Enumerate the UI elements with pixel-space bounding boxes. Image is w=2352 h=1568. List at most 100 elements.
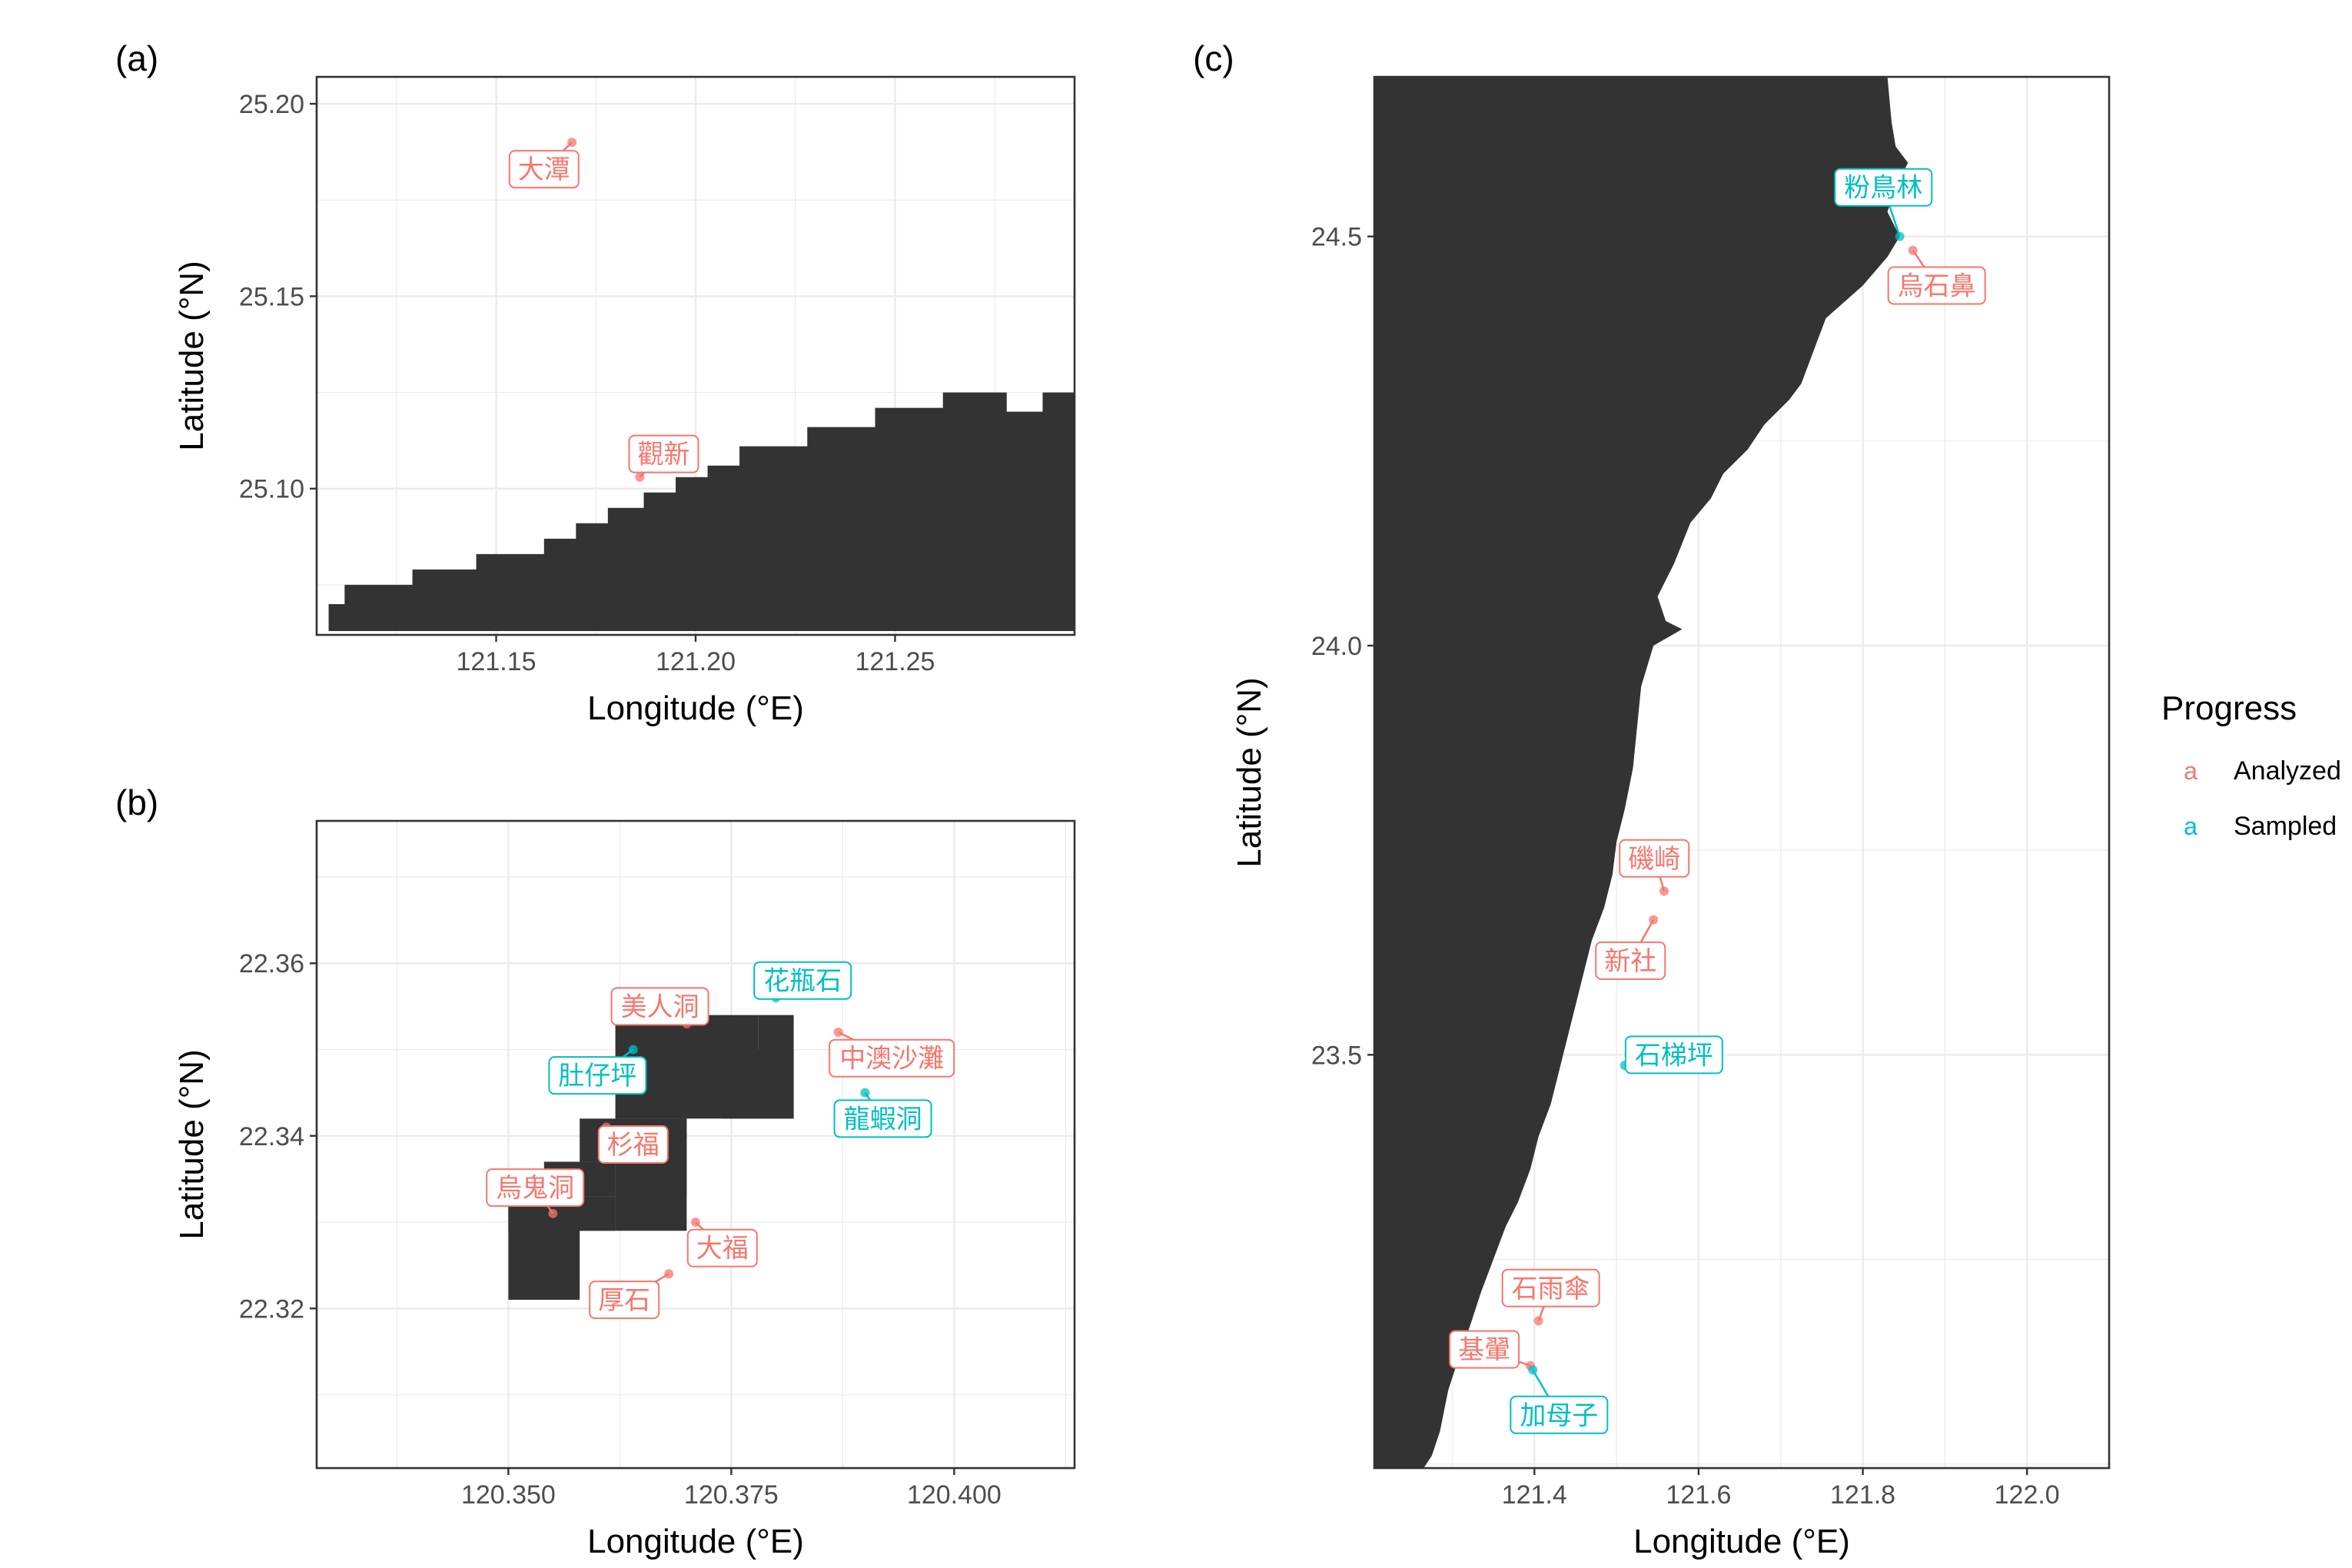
site-point [1533, 1316, 1543, 1326]
site-label-text: 粉鳥林 [1844, 173, 1922, 204]
site-point [1659, 886, 1669, 896]
y-tick-label: 22.32 [239, 1294, 304, 1324]
site-label: 觀新 [628, 434, 699, 473]
site-label-box [548, 1056, 647, 1095]
land-cell [758, 1015, 794, 1119]
gridlines [317, 821, 1075, 1468]
site-label-text: 厚石 [598, 1285, 650, 1316]
legend-key: a [2184, 812, 2198, 840]
land [1374, 77, 1909, 1468]
site-label: 石梯坪 [1624, 1035, 1723, 1075]
site-label-text: 大福 [696, 1234, 749, 1264]
site-label-box [597, 1125, 669, 1164]
y-tick-label: 24.0 [1311, 632, 1362, 661]
legend: Progress a Analyzed a Sampled [2161, 689, 2341, 841]
site-label: 厚石 [589, 1281, 660, 1320]
plot-background [317, 821, 1075, 1468]
x-axis-title: Longitude (°E) [587, 689, 804, 727]
ticks: 121.15 121.20 121.25 25.10 25.15 25.20 [239, 90, 935, 676]
site-label-text: 石梯坪 [1635, 1040, 1713, 1071]
site-label: 粉鳥林 [1834, 168, 1933, 207]
site-label: 加母子 [1510, 1395, 1609, 1434]
site-point [1528, 1365, 1538, 1375]
site-point [628, 1045, 638, 1055]
site-label-box [610, 987, 709, 1026]
site-label: 中澳沙灘 [829, 1038, 955, 1078]
site-label-box [753, 961, 852, 1000]
site-label: 磯崎 [1619, 839, 1690, 878]
site-point [1649, 915, 1659, 925]
site-label-box [686, 1228, 758, 1267]
y-tick-label: 23.5 [1311, 1041, 1362, 1070]
site-label: 花瓶石 [753, 961, 852, 1000]
site-point [635, 472, 645, 482]
land-cell [580, 1196, 616, 1231]
site-label-text: 基翬 [1458, 1335, 1510, 1366]
x-tick-label: 121.4 [1502, 1480, 1567, 1510]
site-label-box [589, 1281, 660, 1320]
site-point [860, 1088, 870, 1098]
site-label-box [1624, 1035, 1723, 1075]
x-tick-label: 122.0 [1995, 1480, 2060, 1510]
x-tick-label: 121.20 [656, 647, 736, 676]
panel-label: (a) [115, 38, 158, 78]
land-polygon [328, 392, 1075, 631]
site-label-box [1501, 1268, 1600, 1307]
x-tick-label: 121.6 [1666, 1480, 1731, 1510]
x-tick-label: 120.375 [684, 1480, 779, 1510]
y-tick-label: 25.15 [239, 282, 304, 311]
site-label: 美人洞 [610, 987, 709, 1026]
site-label: 烏鬼洞 [486, 1168, 585, 1208]
x-tick-label: 121.15 [457, 647, 537, 676]
site-label: 大潭 [508, 150, 580, 189]
y-axis-title: Latitude (°N) [173, 261, 211, 450]
site-label-box [1595, 941, 1666, 980]
site-label-box [1449, 1330, 1520, 1369]
site-label-box [1834, 168, 1933, 207]
site-label-box [508, 150, 580, 189]
ticks: 120.350 120.375 120.400 22.32 22.34 22.36 [239, 949, 1002, 1510]
site-point [664, 1269, 674, 1279]
y-tick-label: 25.20 [239, 90, 304, 119]
site-label-text: 磯崎 [1628, 844, 1680, 875]
legend-item-label: Sampled [2234, 812, 2337, 841]
site-label: 烏石鼻 [1887, 266, 1986, 305]
site-label: 肚仔坪 [548, 1056, 647, 1095]
y-axis-title: Latitude (°N) [173, 1049, 211, 1239]
site-label-text: 烏鬼洞 [496, 1173, 574, 1204]
site-label-box [1510, 1395, 1609, 1434]
y-axis-title: Latitude (°N) [1231, 677, 1268, 867]
site-label-text: 龍蝦洞 [844, 1104, 922, 1134]
site-label-text: 美人洞 [621, 992, 699, 1022]
site-point [833, 1028, 843, 1038]
site-label-text: 杉福 [607, 1130, 659, 1161]
x-tick-label: 121.25 [855, 647, 935, 676]
y-tick-label: 22.34 [239, 1122, 304, 1151]
y-tick-label: 25.10 [239, 475, 304, 504]
site-label-box [829, 1038, 955, 1078]
x-axis-title: Longitude (°E) [1633, 1523, 1850, 1560]
x-tick-label: 120.350 [461, 1480, 556, 1510]
site-label-text: 肚仔坪 [558, 1061, 636, 1091]
land-cell [651, 1161, 687, 1197]
site-label: 新社 [1595, 941, 1666, 980]
site-point [567, 138, 577, 148]
panel-border [1373, 75, 2111, 1470]
legend-title: Progress [2161, 689, 2297, 727]
site-label-box [1887, 266, 1986, 305]
x-axis-title: Longitude (°E) [587, 1523, 804, 1560]
site-label-text: 石雨傘 [1512, 1274, 1590, 1304]
site-label: 大福 [686, 1228, 758, 1267]
site-point [691, 1218, 700, 1227]
legend-key: a [2184, 757, 2198, 785]
x-tick-label: 121.8 [1830, 1480, 1895, 1510]
land [328, 392, 1075, 631]
site-label-box [628, 434, 699, 473]
site-label-text: 花瓶石 [763, 966, 842, 997]
y-tick-label: 22.36 [239, 949, 304, 978]
